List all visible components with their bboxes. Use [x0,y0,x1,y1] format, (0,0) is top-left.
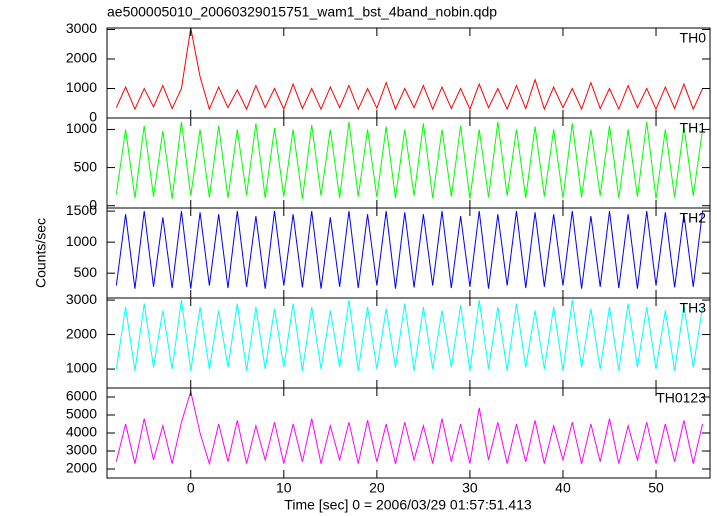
y-tick-label: 6000 [66,388,97,404]
data-line [115,27,704,111]
panel-label: TH2 [680,210,707,226]
x-tick-label: 30 [462,480,478,496]
panel-label: TH0 [680,30,707,46]
y-tick-label: 2000 [66,325,97,341]
y-tick-label: 500 [74,264,98,280]
panel-frame [106,387,711,479]
y-tick-label: 0 [89,196,97,212]
y-tick-label: 2000 [66,50,97,66]
x-tick-label: 0 [187,480,195,496]
y-tick-label: 3000 [66,291,97,307]
y-tick-label: 3000 [66,20,97,36]
x-tick-label: 50 [648,480,664,496]
x-tick-label: 20 [369,480,385,496]
data-line [115,389,704,466]
chart-title: ae500005010_20060329015751_wam1_bst_4ban… [107,4,497,20]
y-tick-label: 1000 [66,79,97,95]
y-tick-label: 4000 [66,424,97,440]
y-axis-label: Counts/sec [33,218,49,288]
y-tick-label: 1000 [66,233,97,249]
panel-label: TH3 [680,300,707,316]
x-tick-label: 10 [276,480,292,496]
data-line [115,121,704,199]
data-line [115,300,704,371]
y-tick-label: 2000 [66,460,97,476]
x-tick-label: 40 [555,480,571,496]
y-tick-label: 1000 [66,120,97,136]
x-axis-label: Time [sec] 0 = 2006/03/29 01:57:51.413 [284,497,532,513]
panel-frame [106,297,711,389]
y-tick-label: 0 [89,109,97,125]
panel-label: TH0123 [656,390,706,406]
y-tick-label: 3000 [66,442,97,458]
y-tick-label: 1000 [66,360,97,376]
y-tick-label: 500 [74,158,98,174]
data-line [115,211,704,289]
y-tick-label: 1500 [66,202,97,218]
y-tick-label: 5000 [66,406,97,422]
panel-label: TH1 [680,120,707,136]
panel-frame [106,27,711,119]
